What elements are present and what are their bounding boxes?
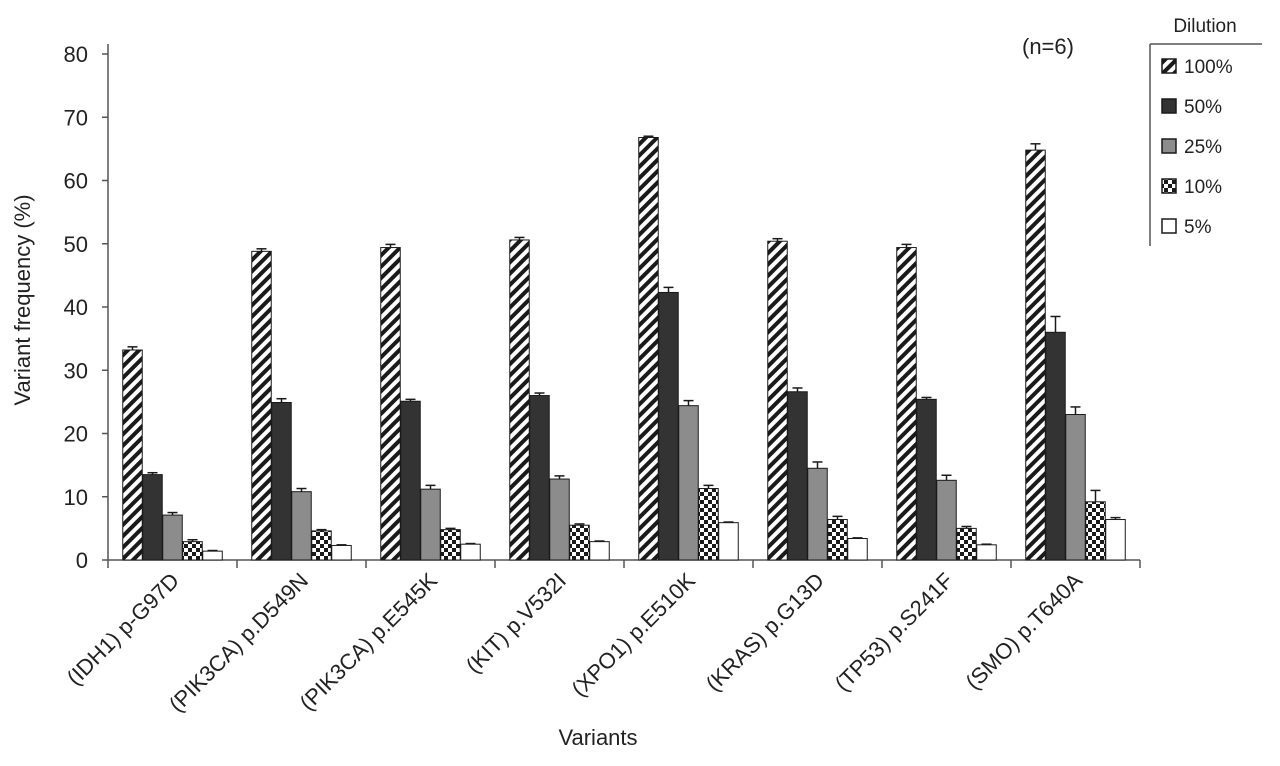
bar [936, 479, 957, 561]
bar [549, 478, 570, 561]
bar [678, 405, 699, 561]
bar-group [509, 236, 610, 561]
bar-group [1025, 143, 1126, 561]
bar [767, 240, 788, 561]
bar [896, 247, 917, 561]
x-tick-labels: (IDH1) p-G97D(PIK3CA) p.D549N(PIK3CA) p.… [62, 568, 1088, 717]
bar [311, 530, 332, 561]
bar-group [896, 243, 997, 561]
bar [122, 349, 143, 561]
x-tick-label: (SMO) p.T640A [960, 568, 1087, 695]
bar [251, 250, 272, 561]
bar [331, 544, 352, 561]
bar-group [251, 248, 352, 561]
legend-swatch [1161, 58, 1177, 74]
y-tick-label: 20 [64, 422, 88, 447]
x-tick-label: (PIK3CA) p.E545K [295, 568, 443, 716]
x-tick-label: (TP53) p.S241F [830, 568, 958, 696]
y-tick-label: 10 [64, 485, 88, 510]
bar [271, 402, 292, 561]
bar [509, 239, 530, 561]
bar [291, 491, 312, 561]
y-tick-label: 40 [64, 295, 88, 320]
sample-size-annotation: (n=6) [1022, 34, 1074, 59]
bar [182, 541, 203, 561]
legend-item: 100% [1161, 57, 1233, 78]
legend-title: Dilution [1173, 16, 1236, 37]
bar-group [767, 237, 868, 561]
legend-label: 10% [1184, 177, 1222, 198]
legend-swatch [1161, 138, 1177, 154]
legend-swatch [1161, 218, 1177, 234]
bar [1085, 501, 1106, 561]
x-tick-label: (PIK3CA) p.D549N [164, 568, 313, 717]
y-tick-label: 30 [64, 358, 88, 383]
bar [1105, 519, 1126, 561]
bar [202, 550, 223, 561]
bar [1045, 331, 1066, 561]
bar [1025, 149, 1046, 561]
bar [847, 537, 868, 561]
y-axis-title: Variant frequency (%) [10, 194, 35, 405]
x-axis-title: Variants [558, 725, 637, 750]
bar [142, 474, 163, 561]
y-tick-label: 70 [64, 105, 88, 130]
bar [976, 544, 997, 561]
y-tick-label: 60 [64, 169, 88, 194]
x-tick-label: (KRAS) p.G13D [701, 568, 829, 696]
legend-label: 5% [1184, 217, 1212, 238]
y-tick-label: 0 [76, 548, 88, 573]
x-tick-label: (XPO1) p.E510K [566, 568, 700, 702]
bars-group [122, 135, 1126, 561]
bar [440, 529, 461, 561]
legend-swatch [1161, 178, 1177, 194]
bar [420, 488, 441, 561]
bar [400, 400, 421, 561]
bar [460, 543, 481, 561]
y-tick-label: 80 [64, 42, 88, 67]
bar [787, 391, 808, 561]
bar-group [638, 135, 739, 561]
bar [916, 398, 937, 561]
bar [638, 136, 659, 561]
bar [569, 524, 590, 561]
bar [698, 488, 719, 561]
bar [380, 247, 401, 561]
bar [162, 514, 183, 561]
legend-label: 100% [1184, 57, 1233, 78]
bar [827, 519, 848, 561]
bar-group [122, 346, 223, 561]
legend-item: 25% [1161, 137, 1222, 158]
legend-label: 50% [1184, 97, 1222, 118]
bar-group [380, 243, 481, 561]
legend-swatch [1161, 98, 1177, 114]
bar [956, 527, 977, 561]
axes-group: 0 10 20 30 40 50 60 70 80 [64, 42, 1141, 573]
legend-item: 10% [1161, 177, 1222, 198]
bar [1065, 414, 1086, 561]
legend-item: 5% [1161, 217, 1212, 238]
bar [807, 467, 828, 561]
bar [529, 395, 550, 561]
bar [589, 541, 610, 561]
legend-item: 50% [1161, 97, 1222, 118]
x-tick-label: (IDH1) p-G97D [62, 568, 184, 690]
bar [658, 291, 679, 561]
y-tick-label: 50 [64, 232, 88, 257]
legend: Dilution 100% 50% 25% 10% 5% [1149, 16, 1262, 246]
x-tick-label: (KIT) p.V532I [461, 568, 571, 678]
legend-label: 25% [1184, 137, 1222, 158]
bar [718, 522, 739, 561]
